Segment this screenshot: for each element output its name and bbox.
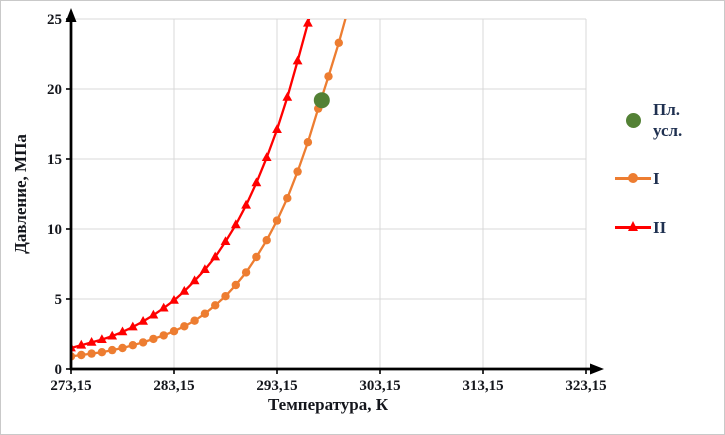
gridlines <box>71 18 587 369</box>
svg-text:10: 10 <box>47 222 62 238</box>
legend-item-reservoir-conditions: Пл. усл. <box>613 99 723 142</box>
svg-text:25: 25 <box>47 12 62 28</box>
series-I <box>71 19 347 361</box>
svg-text:15: 15 <box>47 152 62 168</box>
legend-label-reservoir-conditions: Пл. усл. <box>653 100 683 141</box>
svg-text:313,15: 313,15 <box>462 378 503 394</box>
series-II <box>71 19 313 352</box>
legend-label-series-1: I <box>653 168 660 188</box>
red-line-triangle-icon <box>613 221 653 232</box>
orange-line-circle-icon <box>613 173 653 184</box>
y-tick-labels: 0 5 10 15 20 25 <box>47 12 62 378</box>
svg-text:323,15: 323,15 <box>565 378 606 394</box>
legend-label-series-2: II <box>653 217 667 237</box>
tick-marks <box>66 18 587 374</box>
axes <box>65 8 604 375</box>
green-point-icon <box>613 112 653 128</box>
svg-text:0: 0 <box>55 362 63 378</box>
y-axis-title: Давление, МПа <box>11 134 30 254</box>
reservoir-conditions-point <box>313 92 330 109</box>
svg-text:283,15: 283,15 <box>153 378 194 394</box>
svg-text:293,15: 293,15 <box>256 378 297 394</box>
legend: Пл. усл. I II <box>613 99 723 238</box>
x-axis-title: Температура, К <box>267 395 389 414</box>
svg-text:5: 5 <box>55 292 63 308</box>
legend-item-series-2: II <box>613 217 723 238</box>
svg-text:20: 20 <box>47 82 62 98</box>
svg-text:273,15: 273,15 <box>50 378 91 394</box>
x-tick-labels: 273,15 283,15 293,15 303,15 313,15 323,15 <box>50 378 606 394</box>
svg-text:303,15: 303,15 <box>359 378 400 394</box>
legend-item-series-1: I <box>613 168 723 189</box>
